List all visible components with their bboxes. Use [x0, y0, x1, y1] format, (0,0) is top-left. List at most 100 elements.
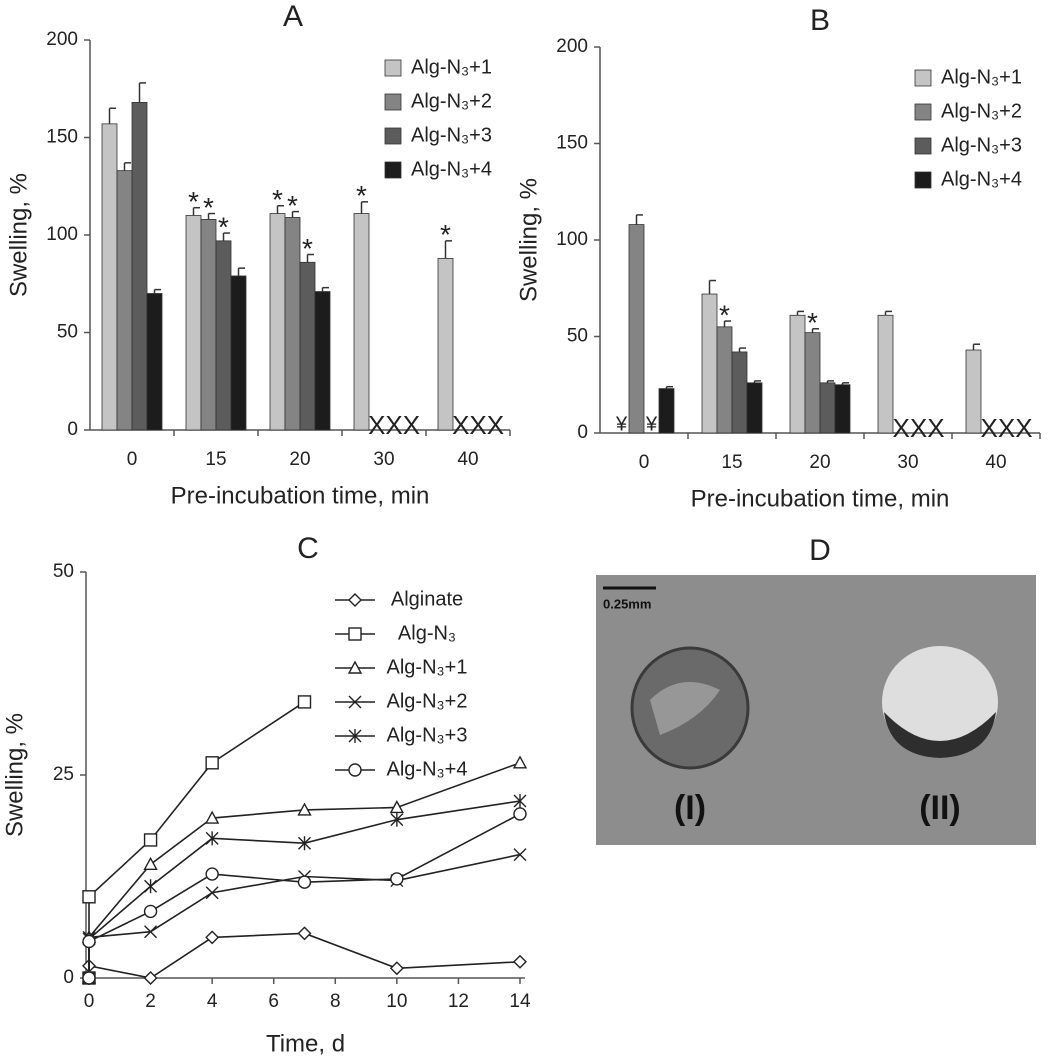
point-marker	[298, 836, 311, 851]
cross	[205, 886, 219, 900]
point-marker	[390, 812, 404, 827]
panel-title: B	[810, 4, 830, 37]
bead-shadow	[884, 712, 996, 758]
error-bar	[826, 380, 834, 383]
error-bar	[841, 382, 849, 385]
y-tick-label: 200	[46, 29, 78, 50]
triangle	[143, 856, 158, 871]
point-marker	[143, 971, 158, 985]
x-axis-label: Time, d	[266, 1030, 345, 1057]
point-marker	[143, 833, 158, 847]
legend-swatch	[914, 69, 932, 87]
point-marker	[143, 904, 158, 919]
point-marker	[143, 856, 158, 871]
square	[348, 627, 362, 641]
y-axis-label: Swelling, %	[515, 178, 542, 302]
significance-marker: *	[218, 211, 229, 242]
error-bar	[276, 205, 284, 214]
missing-note: XXX	[368, 410, 420, 440]
bar	[716, 326, 733, 434]
significance-marker: *	[807, 307, 818, 338]
circle	[205, 867, 219, 881]
legend-label: Alg-N₃+4	[387, 758, 468, 780]
error-bar	[291, 210, 299, 218]
y-tick-label: 150	[556, 133, 588, 154]
bar	[314, 291, 331, 431]
x-tick-label: 6	[268, 991, 279, 1012]
square	[82, 890, 96, 904]
missing-label: ¥	[645, 413, 658, 435]
legend-label: Alg-N₃	[398, 622, 456, 644]
diamond	[297, 926, 312, 941]
square	[143, 833, 158, 847]
x-tick-label: 0	[84, 991, 95, 1012]
missing-note: XXX	[452, 410, 504, 440]
circle	[143, 904, 158, 919]
error-bar	[123, 162, 131, 171]
bar	[101, 123, 118, 431]
legend-label: Alg-N₃+3	[387, 724, 468, 746]
bead-round	[882, 646, 998, 758]
image-panel: D 0.25mm (I) (II)	[596, 534, 1036, 845]
bar	[185, 215, 202, 431]
legend-swatch	[384, 161, 402, 179]
bar	[628, 224, 645, 434]
legend-swatch	[914, 171, 932, 189]
square	[297, 695, 312, 709]
significance-marker: *	[302, 233, 313, 264]
panel-title: C	[297, 532, 319, 565]
bar	[834, 384, 851, 434]
point-marker	[513, 793, 527, 808]
y-axis-label: Swelling, %	[5, 173, 32, 297]
bar	[819, 382, 836, 434]
point-marker	[348, 593, 362, 607]
y-tick-label: 100	[556, 229, 588, 250]
x-tick-label: 4	[207, 991, 218, 1012]
legend-swatch	[914, 103, 932, 121]
point-marker	[205, 831, 219, 846]
point-marker	[144, 879, 158, 894]
point-marker	[348, 729, 362, 743]
point-marker	[297, 802, 312, 816]
bar	[131, 102, 148, 431]
legend-label: Alg-N₃+3	[941, 134, 1022, 156]
bar	[877, 314, 894, 434]
circle	[82, 934, 96, 949]
point-marker	[205, 756, 219, 770]
bar	[269, 213, 286, 431]
error-bar	[237, 267, 245, 276]
point-marker	[347, 660, 363, 674]
point-marker	[144, 925, 158, 939]
x-tick-label: 0	[127, 449, 138, 470]
x-tick-label: 30	[897, 452, 918, 473]
error-bar	[108, 107, 116, 124]
legend-label: Alg-N₃+1	[387, 656, 468, 678]
bar	[789, 314, 806, 434]
cross	[513, 848, 527, 862]
bar	[746, 382, 763, 434]
y-tick-label: 50	[53, 561, 74, 582]
legend-label: Alg-N₃+4	[411, 158, 492, 180]
x-tick-label: 15	[205, 449, 226, 470]
bar	[200, 218, 217, 431]
y-tick-label: 200	[556, 36, 588, 57]
legend-label: Alg-N₃+2	[387, 690, 468, 712]
error-bar	[708, 279, 716, 295]
point-marker	[205, 867, 219, 881]
error-bar	[138, 82, 146, 103]
missing-note: XXX	[893, 413, 945, 443]
legend-label: Alginate	[391, 588, 463, 610]
error-bar	[153, 288, 161, 294]
legend-label: Alg-N₃+1	[941, 66, 1022, 88]
x-tick-label: 10	[386, 991, 407, 1012]
bar	[299, 261, 316, 431]
y-tick-label: 0	[63, 967, 74, 988]
legend-label: Alg-N₃+2	[411, 90, 492, 112]
y-tick-label: 150	[46, 127, 78, 148]
bar	[116, 170, 133, 431]
point-marker	[348, 695, 362, 709]
point-marker	[389, 800, 405, 814]
x-tick-label: 0	[639, 452, 650, 473]
error-bar	[192, 206, 200, 216]
